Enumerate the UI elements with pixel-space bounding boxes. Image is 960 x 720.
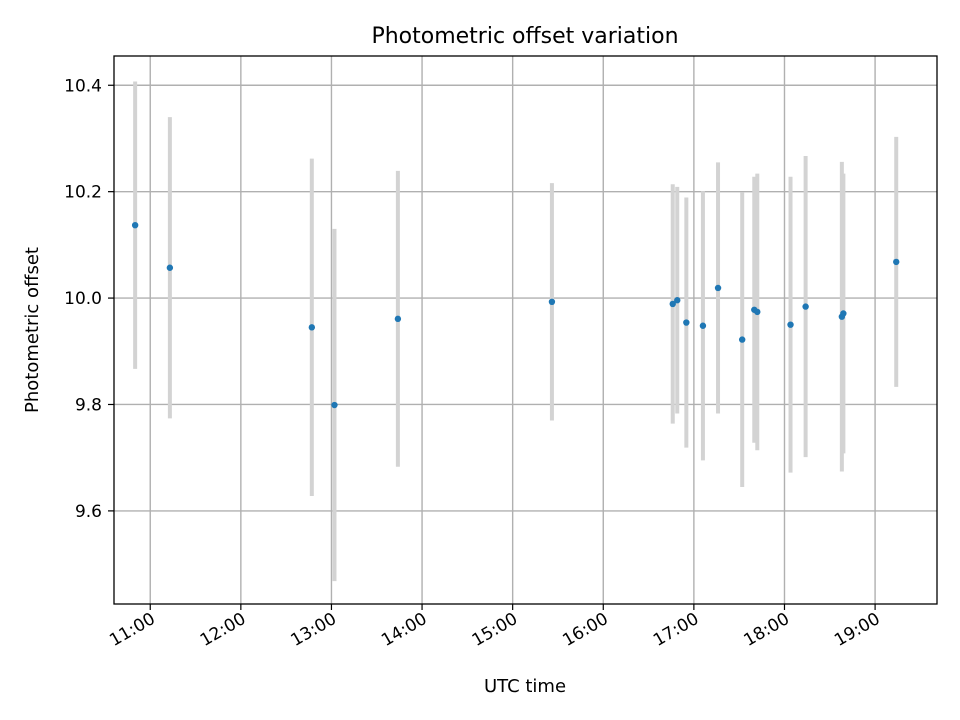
data-point bbox=[394, 315, 402, 323]
y-axis-label: Photometric offset bbox=[22, 247, 43, 413]
x-tick-label: 12:00 bbox=[197, 609, 249, 651]
data-point bbox=[699, 322, 707, 329]
x-tick-label: 17:00 bbox=[650, 609, 702, 651]
y-tick-label: 9.8 bbox=[75, 395, 102, 415]
data-point bbox=[131, 221, 139, 229]
data-point bbox=[714, 284, 722, 292]
data-point bbox=[787, 321, 794, 328]
data-point bbox=[738, 336, 746, 343]
x-tick-label: 18:00 bbox=[741, 609, 793, 651]
y-tick-label: 10.2 bbox=[64, 183, 102, 203]
x-axis-ticks: 11:00 12:00 13:00 14:00 15:00 16:00 17:00 18:00… bbox=[106, 604, 884, 651]
data-point bbox=[893, 258, 900, 266]
x-axis-label: UTC time bbox=[484, 676, 566, 697]
data-point bbox=[674, 297, 681, 304]
data-point bbox=[840, 310, 847, 317]
data-point bbox=[683, 319, 690, 326]
x-tick-label: 13:00 bbox=[288, 609, 340, 651]
y-tick-label: 10.4 bbox=[64, 76, 102, 96]
y-tick-label: 9.6 bbox=[75, 502, 102, 522]
x-tick-label: 14:00 bbox=[378, 609, 430, 651]
data-point bbox=[669, 300, 676, 308]
data-point bbox=[802, 303, 809, 310]
y-axis-ticks: 9.6 9.8 10.0 10.2 10.4 bbox=[64, 76, 114, 522]
point-layer bbox=[131, 221, 900, 409]
plot-frame bbox=[113, 55, 938, 605]
data-point bbox=[548, 298, 556, 306]
x-tick-label: 19:00 bbox=[831, 609, 883, 651]
errorbar-layer bbox=[133, 81, 899, 582]
grid-layer bbox=[114, 56, 937, 604]
data-point bbox=[308, 324, 316, 331]
data-point bbox=[754, 308, 761, 316]
chart-title: Photometric offset variation bbox=[371, 24, 678, 49]
x-tick-label: 15:00 bbox=[469, 609, 521, 651]
data-point bbox=[166, 264, 174, 271]
data-point bbox=[331, 401, 338, 409]
x-tick-label: 11:00 bbox=[106, 609, 158, 651]
x-tick-label: 16:00 bbox=[559, 609, 611, 651]
y-tick-label: 10.0 bbox=[64, 289, 102, 309]
